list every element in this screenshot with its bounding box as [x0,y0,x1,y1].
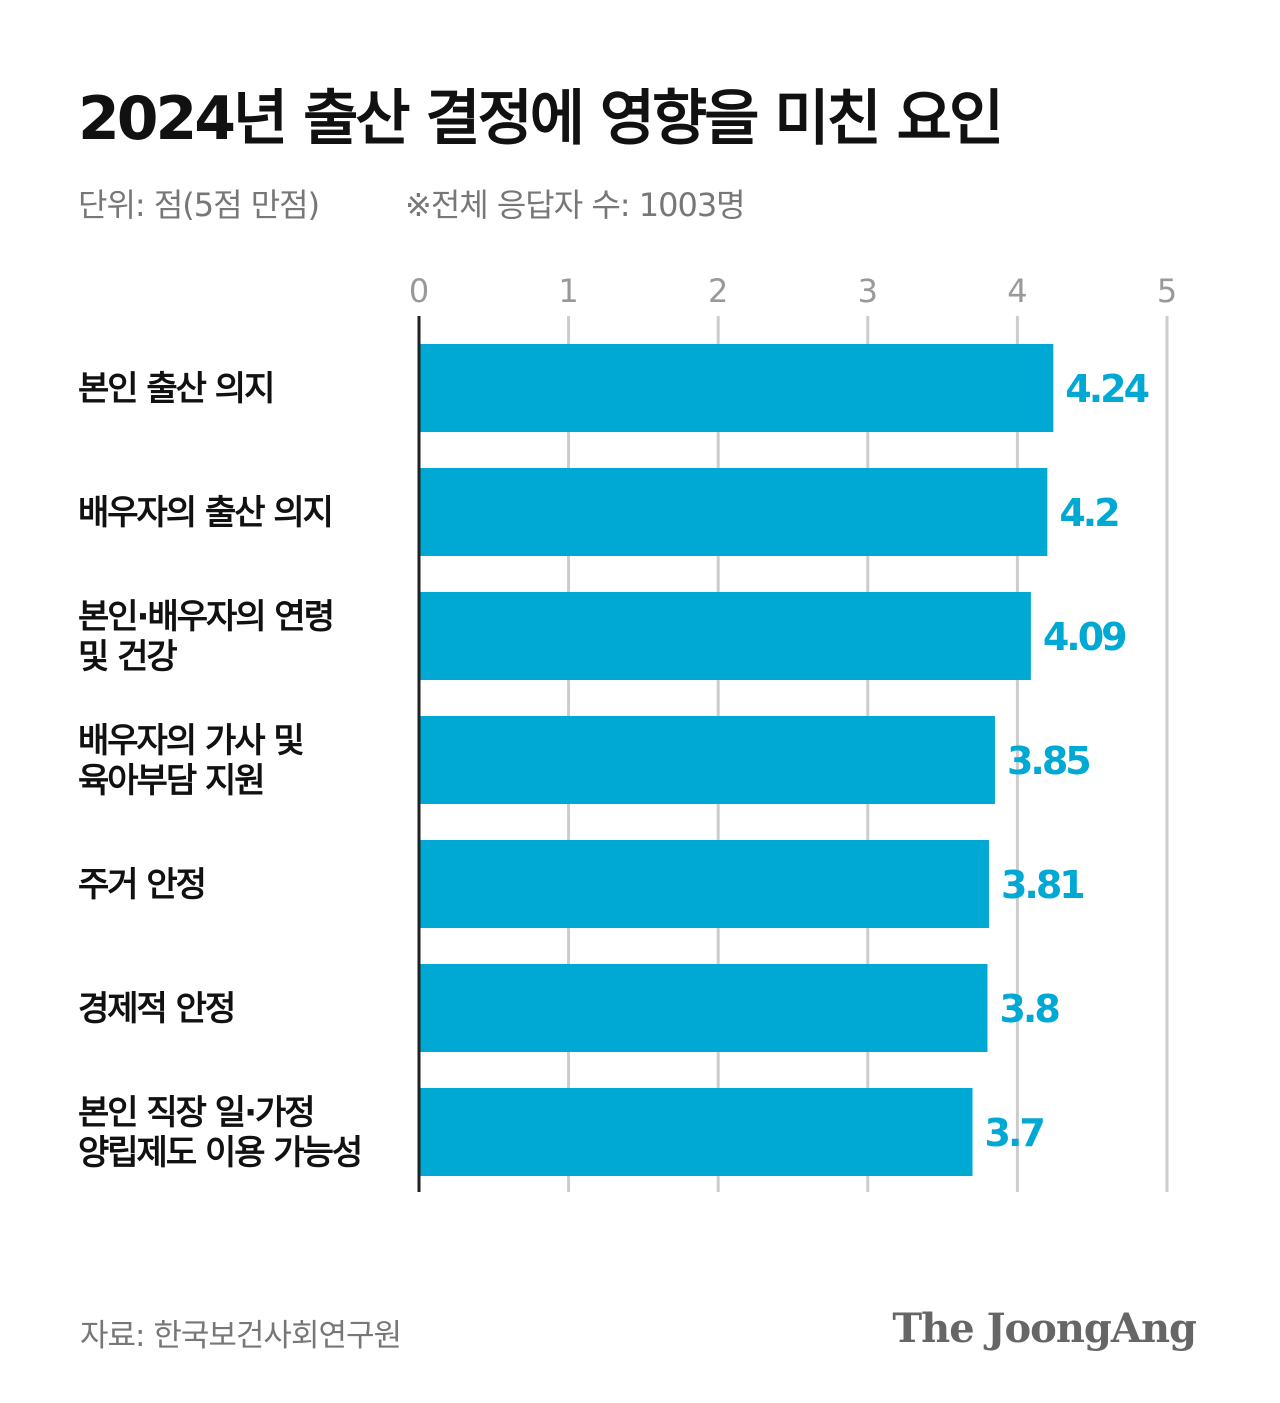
tick-label: 5 [1157,272,1177,310]
category-label: 본인 출산 의지 [78,369,273,409]
tick-label: 2 [708,272,728,310]
unit-label: 단위: 점(5점 만점) [78,186,320,224]
value-label: 4.24 [1065,367,1148,411]
bar [419,468,1048,556]
category-label: 육아부담 지원 [78,761,264,801]
tick-label: 1 [558,272,578,310]
category-label: 본인 직장 일·가정 [78,1093,314,1133]
category-label: 주거 안정 [78,865,205,905]
respondents-note: ※전체 응답자 수: 1003명 [405,186,746,224]
category-label: 배우자의 출산 의지 [78,493,332,533]
value-label: 4.2 [1059,491,1118,535]
bar [419,1088,973,1176]
tick-label: 0 [409,272,429,310]
category-label: 본인·배우자의 연령 [78,597,333,637]
value-label: 3.7 [985,1111,1044,1155]
value-label: 3.8 [999,987,1059,1031]
category-label: 양립제도 이용 가능성 [78,1133,361,1173]
category-label: 배우자의 가사 및 [78,721,303,761]
chart-title: 2024년 출산 결정에 영향을 미친 요인 [78,84,1004,154]
bar [419,964,988,1052]
category-label: 경제적 안정 [78,989,234,1029]
value-label: 4.09 [1043,615,1126,659]
bar [419,344,1054,432]
bar [419,840,989,928]
bar [419,592,1031,680]
tick-label: 4 [1007,272,1027,310]
the-joongang-logo: The JoongAng [892,1305,1197,1352]
source-label: 자료: 한국보건사회연구원 [80,1318,402,1354]
bar [419,716,995,804]
value-label: 3.85 [1007,739,1089,783]
category-label: 및 건강 [78,637,177,677]
value-label: 3.81 [1001,863,1083,907]
tick-label: 3 [858,272,878,310]
